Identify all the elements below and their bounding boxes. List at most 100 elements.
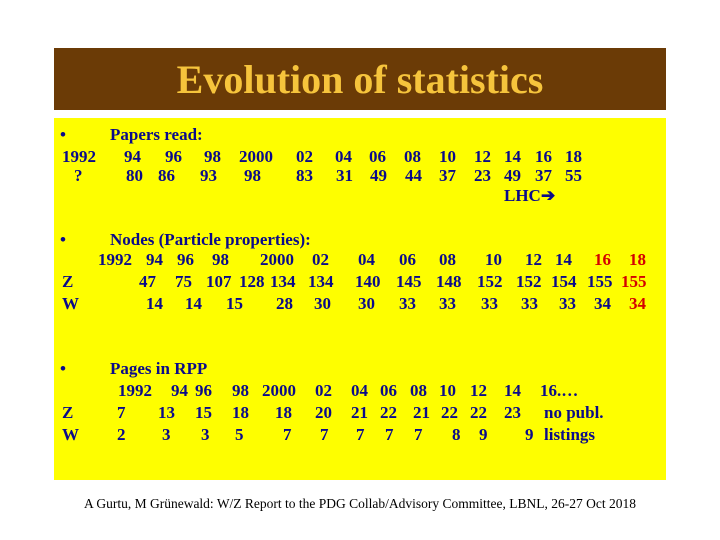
nodes-year: 02: [312, 250, 329, 269]
pages-year: 16.…: [540, 381, 579, 400]
pages-w-value: 7: [320, 425, 329, 444]
pages-z-value: 7: [117, 403, 126, 422]
papers-years-row: 1992 94 96 98 2000 02 04 06 08 10 12 14 …: [54, 146, 666, 168]
nodes-year: 12: [525, 250, 542, 269]
papers-count: 86: [158, 166, 175, 185]
pages-z-label: Z: [62, 403, 74, 422]
papers-count: 44: [405, 166, 422, 185]
papers-year: 94: [124, 147, 141, 166]
papers-count: 37: [439, 166, 456, 185]
nodes-year: 96: [177, 250, 194, 269]
nodes-year: 06: [399, 250, 416, 269]
papers-year: 18: [565, 147, 582, 166]
pages-heading-row: • Pages in RPP: [54, 358, 666, 380]
nodes-w-value: 33: [399, 294, 416, 313]
nodes-z-value: 134: [270, 272, 296, 291]
pages-year: 02: [315, 381, 332, 400]
nodes-w-label: W: [62, 294, 79, 313]
pages-year: 10: [439, 381, 456, 400]
papers-count: 31: [336, 166, 353, 185]
nodes-year: 1992: [98, 250, 132, 269]
nodes-year: 14: [555, 250, 572, 269]
content-panel: • Papers read: 1992 94 96 98 2000 02 04 …: [54, 118, 666, 480]
nodes-year: 10: [485, 250, 502, 269]
nodes-year: 08: [439, 250, 456, 269]
papers-year: 1992: [62, 147, 96, 166]
nodes-z-value: 75: [175, 272, 192, 291]
pages-year: 96: [195, 381, 212, 400]
pages-z-value: 23: [504, 403, 521, 422]
papers-year: 04: [335, 147, 352, 166]
papers-count: 98: [244, 166, 261, 185]
nodes-z-value: 145: [396, 272, 422, 291]
papers-year: 96: [165, 147, 182, 166]
nodes-w-value: 28: [276, 294, 293, 313]
pages-year: 08: [410, 381, 427, 400]
pages-w-label: W: [62, 425, 79, 444]
pages-z-value: 22: [380, 403, 397, 422]
pages-z-value: 21: [413, 403, 430, 422]
nodes-year: 04: [358, 250, 375, 269]
pages-z-value: 18: [275, 403, 292, 422]
papers-count: 80: [126, 166, 143, 185]
papers-year: 06: [369, 147, 386, 166]
pages-year: 1992: [118, 381, 152, 400]
nodes-years-row: 1992 94 96 98 2000 02 04 06 08 10 12 14 …: [54, 249, 666, 271]
nodes-w-value: 33: [521, 294, 538, 313]
papers-year: 12: [474, 147, 491, 166]
pages-year: 98: [232, 381, 249, 400]
papers-year: 16: [535, 147, 552, 166]
papers-count: 23: [474, 166, 491, 185]
papers-counts-row: ? 80 86 93 98 83 31 49 44 37 23 49 37 55: [54, 165, 666, 187]
nodes-bullet: •: [60, 230, 66, 249]
pages-w-value: 3: [162, 425, 171, 444]
pages-w-value: 9: [479, 425, 488, 444]
nodes-year: 16: [594, 250, 611, 269]
pages-year: 12: [470, 381, 487, 400]
pages-heading: Pages in RPP: [110, 359, 208, 378]
page-title: Evolution of statistics: [176, 57, 544, 102]
nodes-w-value: 30: [358, 294, 375, 313]
pages-w-note: listings: [544, 425, 596, 444]
papers-count: 37: [535, 166, 552, 185]
pages-w-value: 2: [117, 425, 126, 444]
pages-z-value: 22: [470, 403, 487, 422]
nodes-z-value: 155: [621, 272, 647, 291]
papers-year: 10: [439, 147, 456, 166]
nodes-z-label: Z: [62, 272, 74, 291]
nodes-z-value: 154: [551, 272, 577, 291]
nodes-z-value: 47: [139, 272, 156, 291]
papers-heading-row: • Papers read:: [54, 124, 666, 146]
papers-year: 14: [504, 147, 521, 166]
pages-w-value: 7: [356, 425, 365, 444]
pages-w-value: 8: [452, 425, 461, 444]
footer-citation: A Gurtu, M Grünewald: W/Z Report to the …: [83, 496, 637, 511]
nodes-w-value: 30: [314, 294, 331, 313]
nodes-year: 94: [146, 250, 163, 269]
nodes-z-value: 134: [308, 272, 334, 291]
papers-count: 83: [296, 166, 313, 185]
nodes-w-value: 33: [481, 294, 498, 313]
nodes-z-value: 155: [587, 272, 613, 291]
pages-year: 06: [380, 381, 397, 400]
papers-bullet: •: [60, 125, 66, 144]
arrow-right-icon: ➔: [541, 186, 556, 205]
pages-z-value: 18: [232, 403, 249, 422]
nodes-z-row: Z 47 75 107 128 134 134 140 145 148 152 …: [54, 271, 666, 293]
pages-w-value: 9: [525, 425, 534, 444]
nodes-w-row: W 14 14 15 28 30 30 33 33 33 33 33 34 34: [54, 293, 666, 315]
papers-year: 08: [404, 147, 421, 166]
pages-z-value: 15: [195, 403, 212, 422]
papers-count: 93: [200, 166, 217, 185]
papers-year: 98: [204, 147, 221, 166]
pages-year: 04: [351, 381, 368, 400]
papers-year: 02: [296, 147, 313, 166]
pages-z-value: 22: [441, 403, 458, 422]
nodes-z-value: 107: [206, 272, 232, 291]
nodes-year: 18: [629, 250, 646, 269]
nodes-w-value: 15: [226, 294, 243, 313]
lhc-row: LHC ➔: [54, 185, 666, 207]
pages-w-value: 7: [385, 425, 394, 444]
pages-years-row: 1992 94 96 98 2000 02 04 06 08 10 12 14 …: [54, 380, 666, 402]
pages-z-value: 21: [351, 403, 368, 422]
